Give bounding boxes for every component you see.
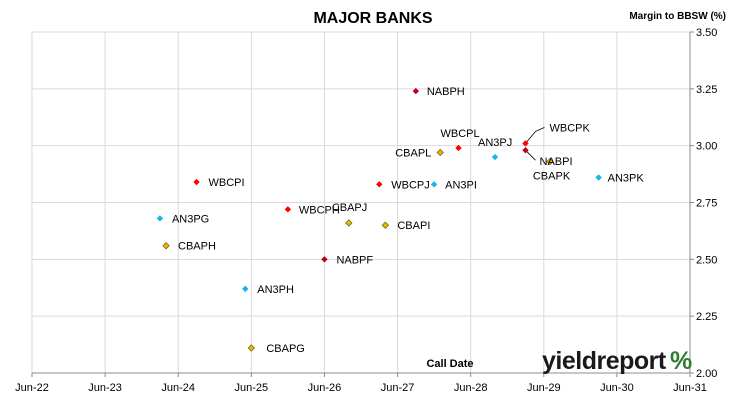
y-tick-label: 2.00 (696, 368, 717, 380)
point-nabpf (321, 256, 328, 263)
y-tick-label: 2.75 (696, 198, 717, 210)
label-cbaph: CBAPH (178, 241, 216, 253)
x-axis-ticks: Jun-22 Jun-23 Jun-24 Jun-25 Jun-26 Jun-27 Jun-… (15, 373, 707, 394)
label-an3ph: AN3PH (257, 284, 294, 296)
point-cbapk (546, 157, 554, 166)
y-axis-label: Margin to BBSW (%) (629, 11, 726, 22)
x-tick-label: Jun-24 (161, 382, 195, 394)
label-cbapk: CBAPK (533, 171, 571, 183)
label-nabpf: NABPF (336, 254, 373, 266)
data-points (156, 87, 602, 352)
point-cbaph (162, 242, 170, 250)
x-tick-label: Jun-28 (454, 382, 488, 394)
label-wbcph: WBCPH (299, 204, 340, 216)
point-wbcpi (193, 178, 200, 186)
label-an3pj: AN3PJ (478, 137, 512, 149)
gridlines (31, 31, 691, 374)
y-tick-label: 3.00 (696, 141, 717, 153)
leader-lines (525, 127, 545, 161)
x-tick-label: Jun-29 (527, 382, 561, 394)
point-an3pg (156, 215, 164, 222)
point-wbcpk (522, 140, 529, 147)
y-tick-label: 2.50 (696, 254, 717, 266)
point-an3pj (491, 153, 499, 161)
label-cbapj: CBAPJ (332, 202, 367, 214)
label-wbcpj: WBCPJ (391, 179, 430, 191)
yieldreport-logo: yieldreport % (542, 347, 692, 375)
y-tick-label: 3.25 (696, 84, 717, 96)
chart-title: MAJOR BANKS (313, 10, 432, 27)
point-an3ph (242, 285, 249, 293)
label-an3pi: AN3PI (445, 179, 477, 191)
x-axis-title: Call Date (426, 358, 473, 370)
label-cbapi: CBAPI (397, 220, 430, 232)
point-nabph (412, 87, 420, 95)
point-wbcpj (376, 181, 383, 188)
point-cbapg (247, 344, 255, 352)
label-an3pk: AN3PK (608, 172, 645, 184)
y-axis-ticks: 2.00 2.25 2.50 2.75 3.00 3.25 3.50 (690, 27, 717, 380)
x-tick-label: Jun-23 (88, 382, 122, 394)
point-wbcpl (455, 144, 462, 152)
point-an3pk (595, 174, 602, 181)
x-tick-label: Jun-30 (600, 382, 634, 394)
y-tick-label: 3.50 (696, 27, 717, 39)
label-wbcpi: WBCPI (209, 177, 245, 189)
point-cbapj (345, 219, 353, 227)
leader-wbcpk (525, 127, 545, 144)
label-nabph: NABPH (427, 86, 465, 98)
label-cbapl: CBAPL (395, 147, 431, 159)
x-tick-label: Jun-26 (308, 382, 342, 394)
point-nabpi (522, 147, 529, 154)
label-cbapg: CBAPG (266, 343, 305, 355)
x-tick-label: Jun-22 (15, 382, 49, 394)
point-an3pi (430, 181, 438, 188)
point-cbapi (381, 221, 389, 229)
label-wbcpk: WBCPK (550, 122, 591, 134)
x-tick-label: Jun-27 (381, 382, 415, 394)
point-cbapl (436, 148, 444, 157)
x-tick-label: Jun-25 (235, 382, 269, 394)
x-tick-label: Jun-31 (673, 382, 707, 394)
brand-name: yieldreport (542, 347, 667, 375)
point-wbcph (284, 206, 292, 213)
brand-symbol: % (670, 347, 692, 375)
label-wbcpl: WBCPL (440, 128, 479, 140)
label-nabpi: NABPI (540, 156, 573, 168)
label-an3pg: AN3PG (172, 213, 209, 225)
y-tick-label: 2.25 (696, 311, 717, 323)
leader-nabpi (525, 149, 536, 161)
